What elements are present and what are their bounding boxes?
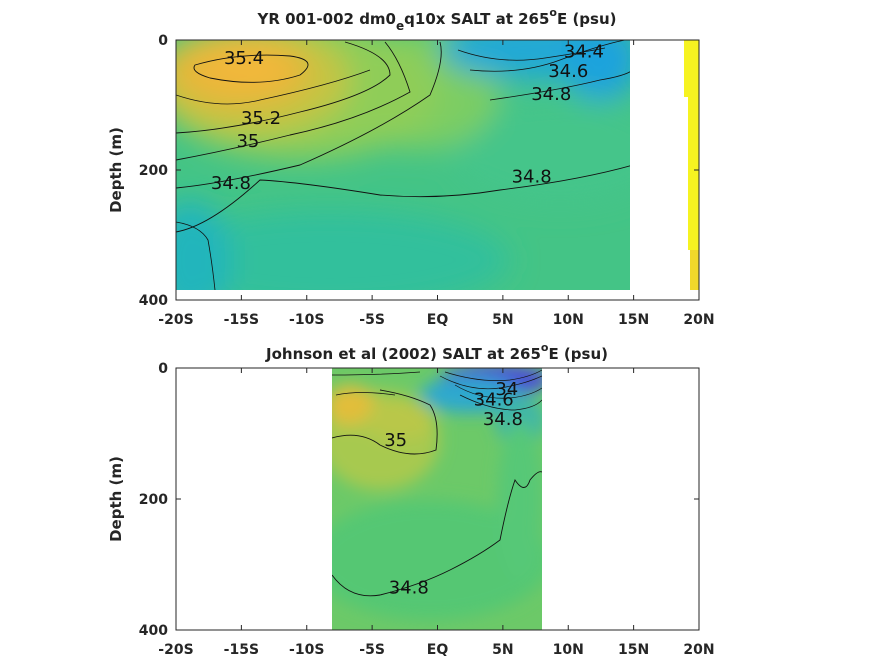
panel-2-ylabel: Depth (m) bbox=[107, 456, 125, 542]
panel-1-ylabel: Depth (m) bbox=[107, 127, 125, 213]
contour-label: 35 bbox=[236, 131, 259, 152]
panel-1-x-ticks: -20S -15S -10S -5S EQ 5N 10N 15N 20N bbox=[158, 40, 715, 328]
panel-1-field bbox=[176, 40, 633, 290]
x-tick-label: -5S bbox=[359, 642, 385, 656]
contour-label: 34.6 bbox=[548, 61, 588, 82]
x-tick-label: -10S bbox=[289, 642, 324, 656]
x-tick-label: -15S bbox=[224, 642, 259, 656]
x-tick-label: -20S bbox=[158, 312, 193, 328]
contour-label: 35.2 bbox=[241, 108, 281, 129]
x-tick-label: 5N bbox=[492, 642, 513, 656]
x-tick-label: 20N bbox=[683, 312, 714, 328]
y-tick-label: 200 bbox=[139, 163, 168, 179]
contour-label: 34.4 bbox=[564, 42, 604, 63]
x-tick-label: -10S bbox=[289, 312, 324, 328]
x-tick-label: 10N bbox=[553, 312, 584, 328]
contour-label: 34 bbox=[495, 379, 518, 400]
contour-label: 35.4 bbox=[224, 48, 264, 69]
panel-1-title: YR 001-002 dm0eq10x SALT at 265oE (psu) bbox=[256, 6, 616, 33]
x-tick-label: 15N bbox=[618, 312, 649, 328]
x-tick-label: 20N bbox=[683, 642, 714, 656]
x-tick-label: 10N bbox=[553, 642, 584, 656]
x-tick-label: -5S bbox=[359, 312, 385, 328]
contour-label: 34.8 bbox=[389, 577, 429, 598]
y-tick-label: 400 bbox=[139, 293, 168, 309]
contour-label: 34.6 bbox=[474, 389, 514, 410]
x-tick-label: -15S bbox=[224, 312, 259, 328]
y-tick-label: 0 bbox=[158, 33, 168, 49]
panel-2-title: Johnson et al (2002) SALT at 265oE (psu) bbox=[265, 341, 608, 363]
contour-label: 34.8 bbox=[531, 84, 571, 105]
panel-1-y-ticks: 0 200 400 bbox=[139, 33, 699, 309]
y-tick-label: 400 bbox=[139, 623, 168, 639]
x-tick-label: EQ bbox=[427, 312, 449, 328]
y-tick-label: 200 bbox=[139, 492, 168, 508]
x-tick-label: -20S bbox=[158, 642, 193, 656]
panel-2-field bbox=[332, 368, 542, 630]
contour-label: 34.8 bbox=[211, 173, 251, 194]
contour-label: 35 bbox=[384, 430, 407, 451]
y-tick-label: 0 bbox=[158, 361, 168, 377]
contour-label: 34.8 bbox=[512, 167, 552, 188]
panel-2-x-ticks: -20S -15S -10S -5S EQ 5N 10N 15N 20N bbox=[158, 368, 715, 658]
x-tick-label: 15N bbox=[618, 642, 649, 656]
x-tick-label: EQ bbox=[427, 642, 449, 656]
contour-label: 34.8 bbox=[483, 409, 523, 430]
panel-1: YR 001-002 dm0eq10x SALT at 265oE (psu) bbox=[107, 6, 715, 328]
x-tick-label: 5N bbox=[492, 312, 513, 328]
panel-2: Johnson et al (2002) SALT at 265oE (psu) bbox=[107, 341, 715, 658]
panel-2-y-ticks: 0 200 400 bbox=[139, 361, 699, 639]
